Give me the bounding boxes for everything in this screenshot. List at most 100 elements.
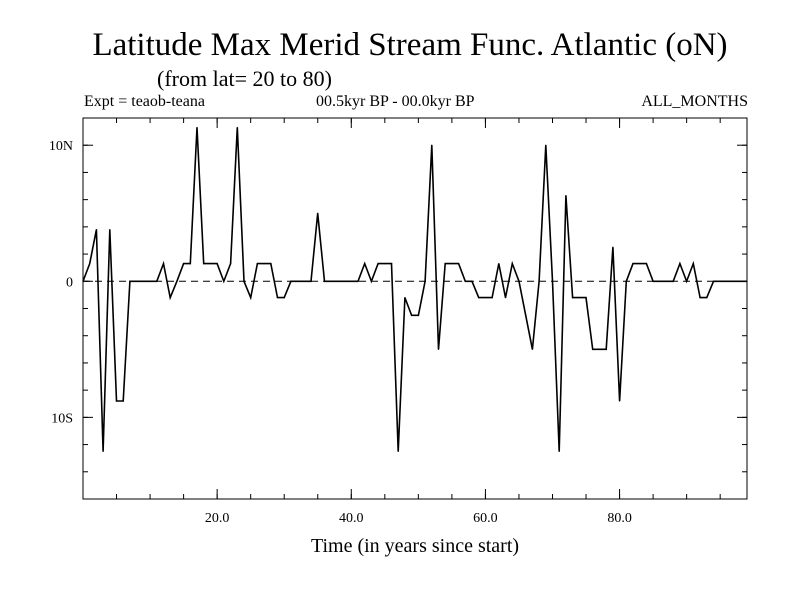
data-point	[719, 280, 721, 282]
data-point	[109, 228, 111, 231]
data-point	[209, 262, 212, 265]
data-point	[457, 262, 460, 265]
data-point	[136, 280, 138, 282]
data-point	[196, 126, 198, 129]
x-tick-label: 20.0	[205, 511, 230, 526]
data-point	[686, 280, 688, 282]
data-point	[216, 262, 218, 265]
data-point	[679, 262, 681, 265]
data-point	[417, 314, 419, 316]
data-point	[612, 246, 614, 248]
data-point	[706, 297, 708, 299]
chart-title: Latitude Max Merid Stream Func. Atlantic…	[92, 27, 728, 63]
data-point	[625, 280, 627, 282]
data-point	[424, 280, 426, 282]
data-point	[297, 280, 299, 282]
data-point	[437, 348, 440, 350]
data-point	[578, 297, 580, 299]
data-point	[746, 280, 748, 282]
x-tick-label: 80.0	[607, 511, 632, 526]
data-point	[223, 280, 225, 282]
data-point	[343, 280, 346, 282]
data-point	[310, 280, 312, 282]
data-point	[464, 280, 466, 282]
data-point	[732, 280, 735, 282]
x-tick-label: 60.0	[473, 511, 498, 526]
data-point	[303, 280, 305, 282]
data-point	[122, 400, 124, 402]
data-point	[659, 280, 661, 282]
data-point	[471, 280, 473, 282]
data-point	[411, 314, 413, 316]
data-point	[337, 280, 339, 282]
data-point	[364, 262, 366, 265]
data-point	[518, 280, 520, 282]
data-point	[605, 348, 607, 350]
data-point	[585, 297, 587, 299]
data-point	[250, 297, 252, 299]
data-point	[357, 280, 359, 282]
data-point	[330, 280, 332, 282]
chart-subtitle: (from lat= 20 to 80)	[157, 66, 332, 91]
data-point	[142, 280, 144, 282]
data-point	[538, 280, 540, 282]
data-point	[699, 297, 701, 299]
data-point	[525, 314, 527, 316]
data-point	[350, 280, 352, 282]
data-point	[551, 280, 554, 282]
data-point	[370, 280, 373, 282]
data-point	[243, 280, 245, 282]
data-point	[290, 280, 292, 282]
experiment-label: Expt = teaob-teana	[84, 93, 205, 110]
data-point	[129, 280, 131, 282]
y-tick-label: 10S	[51, 411, 73, 426]
data-point	[665, 280, 668, 282]
y-tick-label: 10N	[49, 139, 73, 154]
data-point	[317, 212, 319, 214]
data-point	[189, 262, 191, 265]
data-point	[115, 400, 118, 402]
data-point	[652, 280, 654, 282]
data-point	[618, 400, 621, 402]
data-point	[498, 262, 500, 265]
data-point	[431, 144, 433, 146]
data-point	[156, 280, 158, 282]
data-point	[592, 348, 594, 350]
x-axis-label: Time (in years since start)	[310, 535, 520, 557]
data-point	[558, 450, 560, 452]
data-point	[712, 280, 715, 282]
data-point	[377, 262, 379, 265]
data-point	[149, 280, 151, 282]
data-point	[323, 280, 326, 282]
data-point	[545, 144, 547, 146]
data-point	[726, 280, 728, 282]
data-point	[692, 262, 694, 265]
data-point	[229, 262, 232, 265]
data-point	[739, 280, 741, 282]
data-point	[384, 262, 386, 265]
data-point	[565, 194, 567, 197]
data-point	[478, 297, 480, 299]
data-point	[444, 262, 446, 265]
data-point	[276, 297, 279, 299]
x-tick-label: 40.0	[339, 511, 364, 526]
data-point	[169, 297, 171, 299]
data-point	[672, 280, 674, 282]
data-point	[89, 262, 91, 265]
time-range-label: 00.5kyr BP - 00.0kyr BP	[316, 93, 475, 110]
data-point	[572, 297, 574, 299]
data-series-line	[82, 127, 747, 452]
data-point	[451, 262, 453, 265]
data-point	[390, 262, 393, 265]
data-point	[256, 262, 258, 265]
data-point	[645, 262, 647, 265]
data-point	[397, 450, 399, 452]
data-point	[270, 262, 272, 265]
data-point	[632, 262, 634, 265]
data-point	[598, 348, 601, 350]
data-point	[95, 228, 98, 231]
data-point	[183, 262, 185, 265]
data-point	[263, 262, 265, 265]
data-point	[504, 297, 507, 299]
